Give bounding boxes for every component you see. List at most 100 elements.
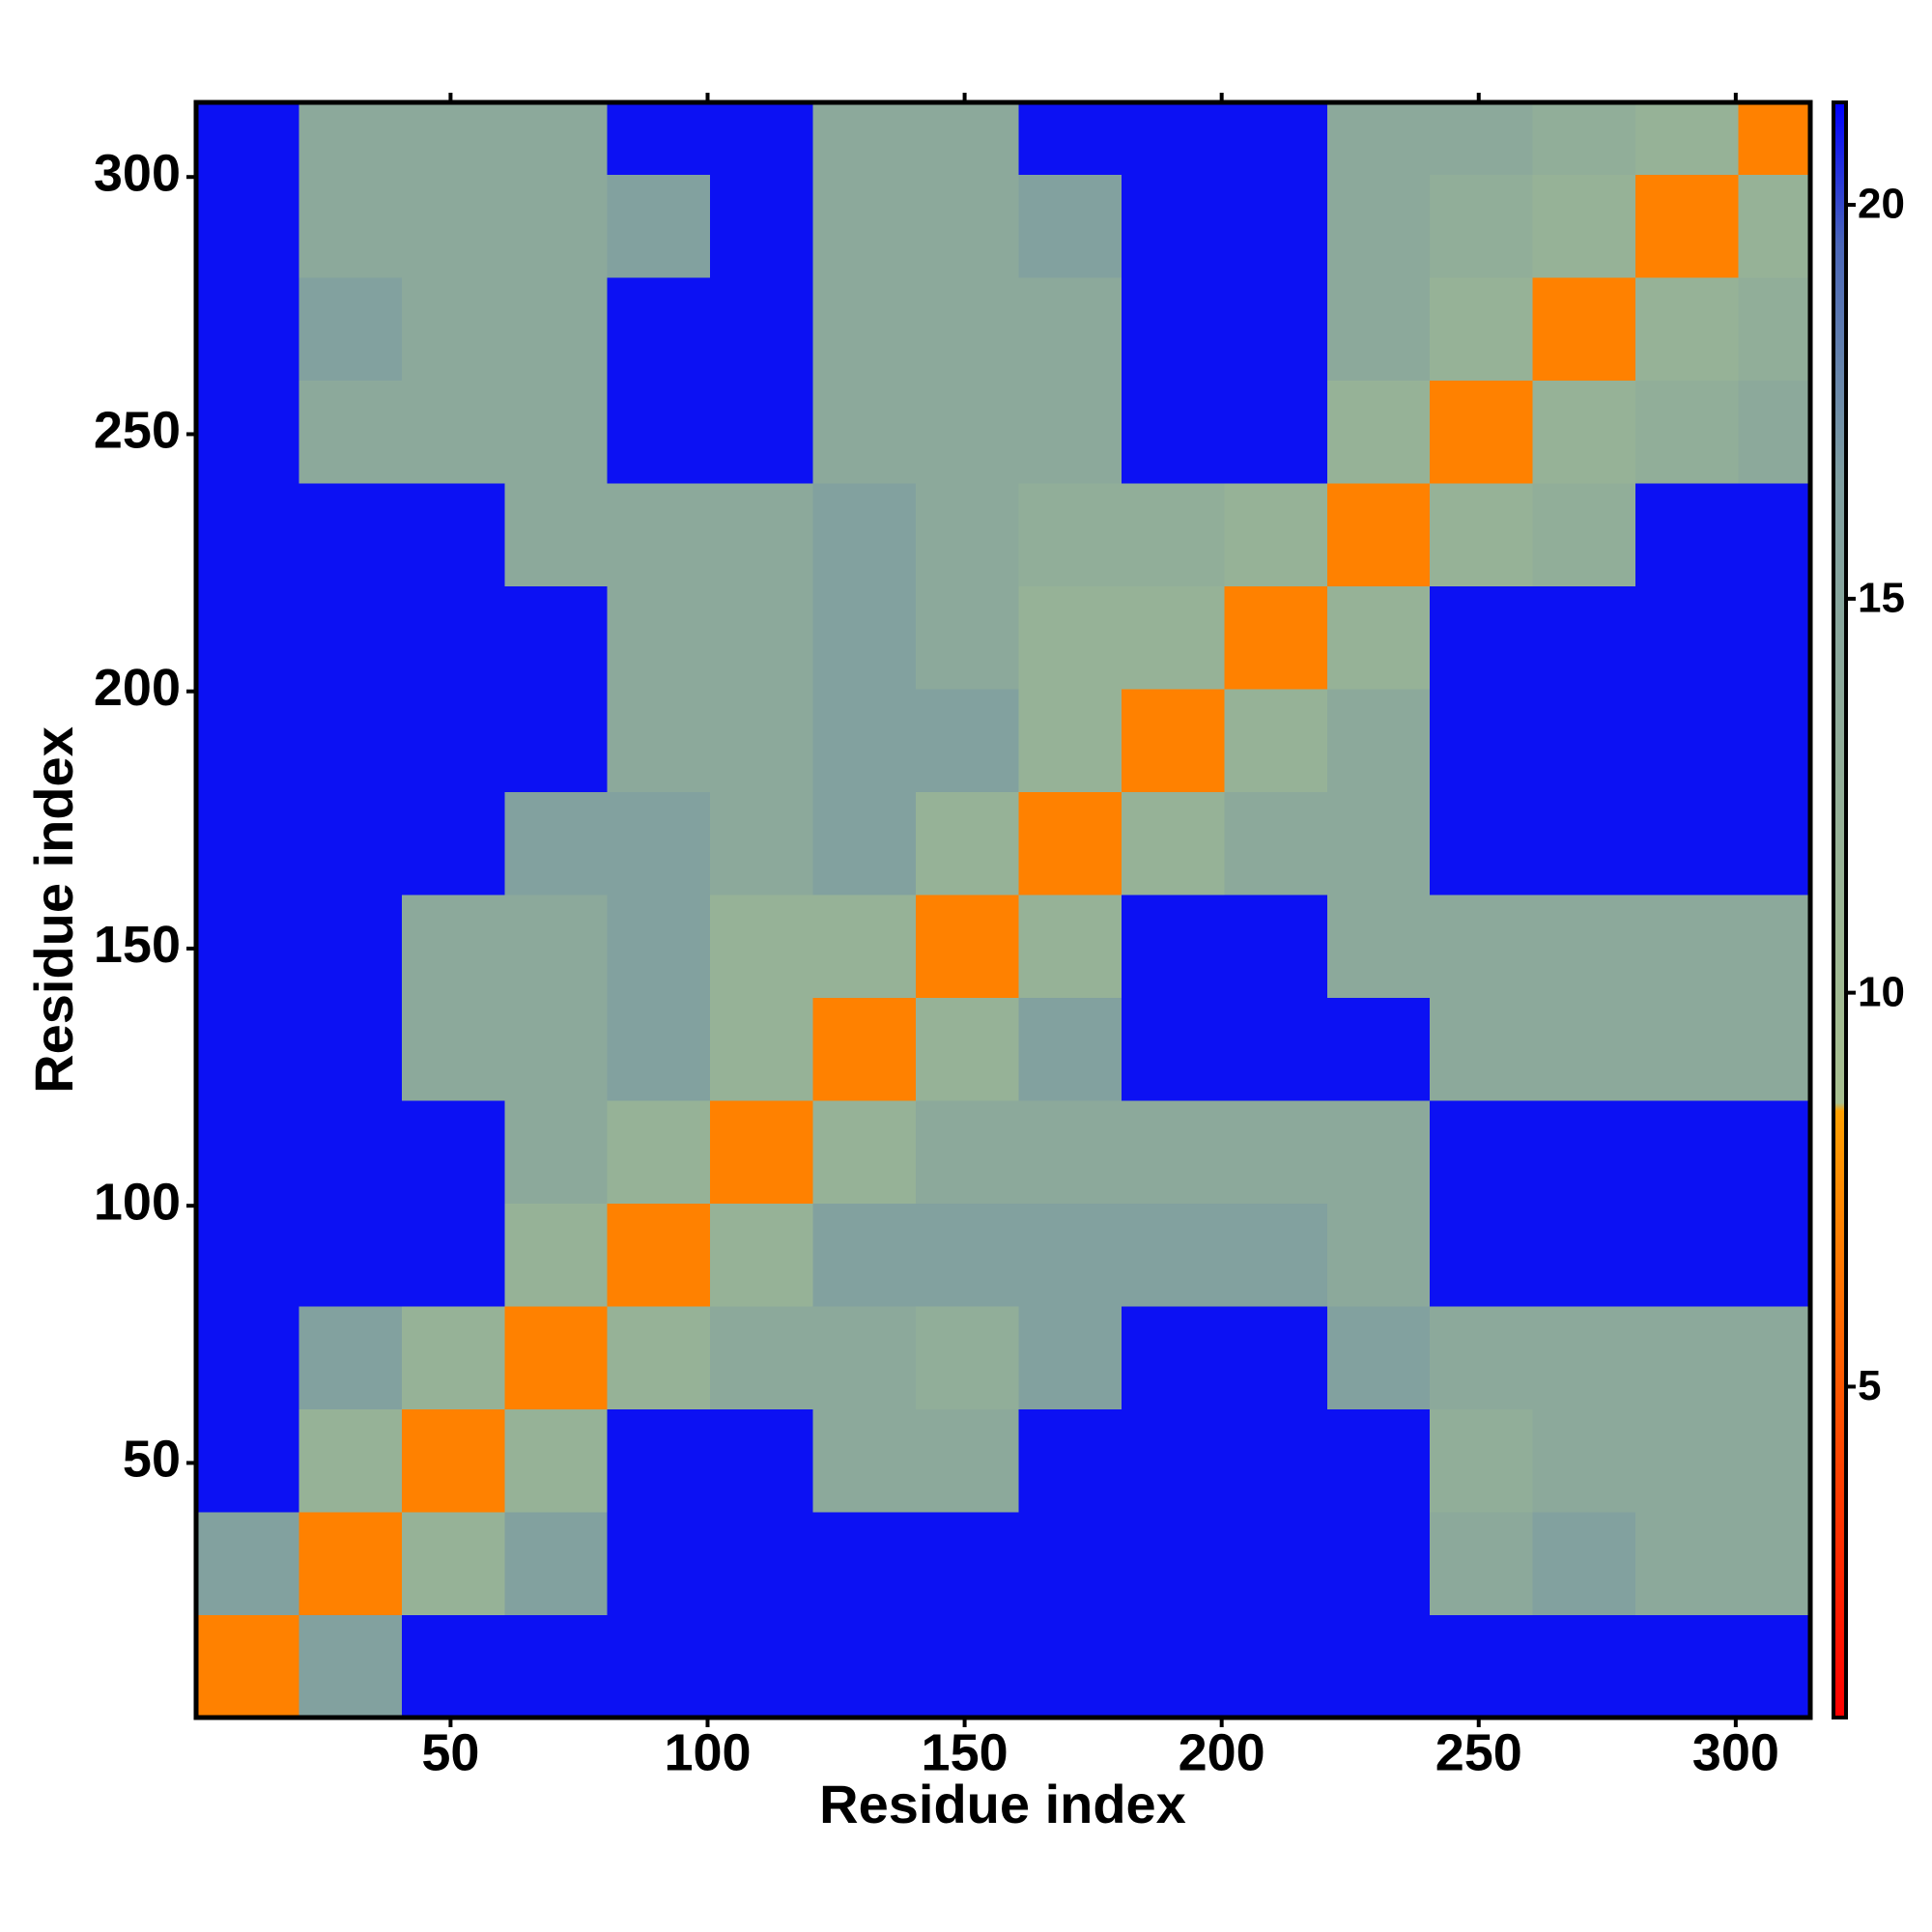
heatmap-cell	[710, 1203, 814, 1307]
x-tick-label: 100	[664, 1723, 751, 1781]
heatmap-cell	[1532, 689, 1636, 793]
y-axis-title: Residue index	[23, 726, 84, 1094]
heatmap-cell	[1430, 1203, 1534, 1307]
heatmap-cell	[1532, 1100, 1636, 1205]
heatmap-cell	[1430, 791, 1534, 895]
heatmap-cell	[1635, 1614, 1739, 1719]
heatmap-cell	[916, 1614, 1019, 1719]
heatmap-cell	[1018, 997, 1122, 1101]
heatmap-cell	[1430, 380, 1534, 484]
heatmap-cell	[1018, 585, 1122, 690]
heatmap-cell	[710, 585, 814, 690]
heatmap	[196, 102, 1811, 1719]
heatmap-cell	[1430, 895, 1534, 999]
heatmap-cell	[812, 483, 917, 587]
heatmap-cell	[1430, 585, 1534, 690]
x-tick-label: 50	[421, 1723, 479, 1781]
heatmap-cell	[1018, 1512, 1122, 1616]
heatmap-cell	[298, 585, 403, 690]
heatmap-cell	[196, 1100, 299, 1205]
heatmap-cell	[1121, 174, 1225, 278]
heatmap-cell	[1635, 1306, 1739, 1410]
y-tick-label: 50	[123, 1431, 181, 1489]
heatmap-cell	[1430, 1306, 1534, 1410]
heatmap-cell	[1224, 997, 1328, 1101]
heatmap-cell	[1326, 102, 1431, 176]
heatmap-cell	[710, 277, 814, 382]
colorbar-tick-label: 10	[1858, 968, 1905, 1015]
heatmap-cell	[401, 997, 505, 1101]
heatmap-cell	[1326, 1512, 1431, 1616]
heatmap-cell	[401, 483, 505, 587]
heatmap-cell	[1018, 380, 1122, 484]
heatmap-cell	[1326, 483, 1431, 587]
heatmap-cell	[196, 689, 299, 793]
heatmap-cell	[504, 895, 609, 999]
heatmap-cell	[916, 174, 1019, 278]
heatmap-cell	[607, 102, 711, 176]
heatmap-cell	[916, 102, 1019, 176]
heatmap-cell	[1738, 1203, 1811, 1307]
heatmap-cell	[298, 1614, 403, 1719]
heatmap-cell	[1224, 1100, 1328, 1205]
heatmap-cell	[812, 1203, 917, 1307]
heatmap-cell	[401, 277, 505, 382]
heatmap-cell	[1635, 483, 1739, 587]
heatmap-cell	[401, 380, 505, 484]
heatmap-cell	[1018, 1614, 1122, 1719]
heatmap-cell	[1326, 174, 1431, 278]
heatmap-cell	[1224, 585, 1328, 690]
heatmap-cell	[298, 895, 403, 999]
heatmap-cell	[1532, 1203, 1636, 1307]
heatmap-cell	[196, 895, 299, 999]
heatmap-cell	[812, 1408, 917, 1513]
heatmap-cell	[1532, 380, 1636, 484]
heatmap-cell	[196, 380, 299, 484]
heatmap-cell	[1224, 174, 1328, 278]
heatmap-cell	[1738, 1306, 1811, 1410]
heatmap-cell	[196, 791, 299, 895]
heatmap-cell	[196, 174, 299, 278]
heatmap-cell	[1224, 277, 1328, 382]
heatmap-cell	[1224, 689, 1328, 793]
heatmap-cell	[298, 689, 403, 793]
heatmap-cell	[1121, 102, 1225, 176]
heatmap-cell	[1532, 1408, 1636, 1513]
heatmap-cell	[710, 102, 814, 176]
heatmap-cell	[1121, 1203, 1225, 1307]
heatmap-cell	[1738, 102, 1811, 176]
heatmap-cell	[1532, 895, 1636, 999]
heatmap-cell	[1121, 277, 1225, 382]
colorbar	[1832, 100, 1848, 1719]
heatmap-cell	[1326, 277, 1431, 382]
heatmap-cell	[1224, 1203, 1328, 1307]
heatmap-cell	[1224, 380, 1328, 484]
heatmap-cell	[1430, 1408, 1534, 1513]
heatmap-cell	[1121, 997, 1225, 1101]
colorbar-tick-label: 15	[1858, 574, 1905, 621]
heatmap-cell	[504, 1203, 609, 1307]
heatmap-cell	[916, 1512, 1019, 1616]
heatmap-cell	[401, 1203, 505, 1307]
heatmap-cell	[1532, 483, 1636, 587]
heatmap-cell	[1738, 1408, 1811, 1513]
heatmap-cell	[607, 174, 711, 278]
heatmap-cell	[916, 585, 1019, 690]
heatmap-cell	[1121, 380, 1225, 484]
heatmap-cell	[812, 997, 917, 1101]
heatmap-cell	[710, 689, 814, 793]
heatmap-cell	[607, 380, 711, 484]
heatmap-cell	[710, 483, 814, 587]
heatmap-cell	[401, 174, 505, 278]
heatmap-cell	[298, 791, 403, 895]
heatmap-cell	[812, 689, 917, 793]
heatmap-cell	[1326, 380, 1431, 484]
heatmap-cell	[1532, 791, 1636, 895]
heatmap-cell	[710, 791, 814, 895]
heatmap-cell	[1635, 1100, 1739, 1205]
heatmap-cell	[916, 997, 1019, 1101]
heatmap-cell	[1224, 102, 1328, 176]
heatmap-cell	[607, 1614, 711, 1719]
heatmap-cell	[1738, 791, 1811, 895]
heatmap-cell	[1430, 1100, 1534, 1205]
